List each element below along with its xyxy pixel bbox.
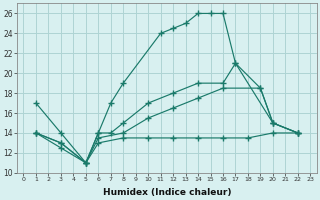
X-axis label: Humidex (Indice chaleur): Humidex (Indice chaleur) xyxy=(103,188,231,197)
